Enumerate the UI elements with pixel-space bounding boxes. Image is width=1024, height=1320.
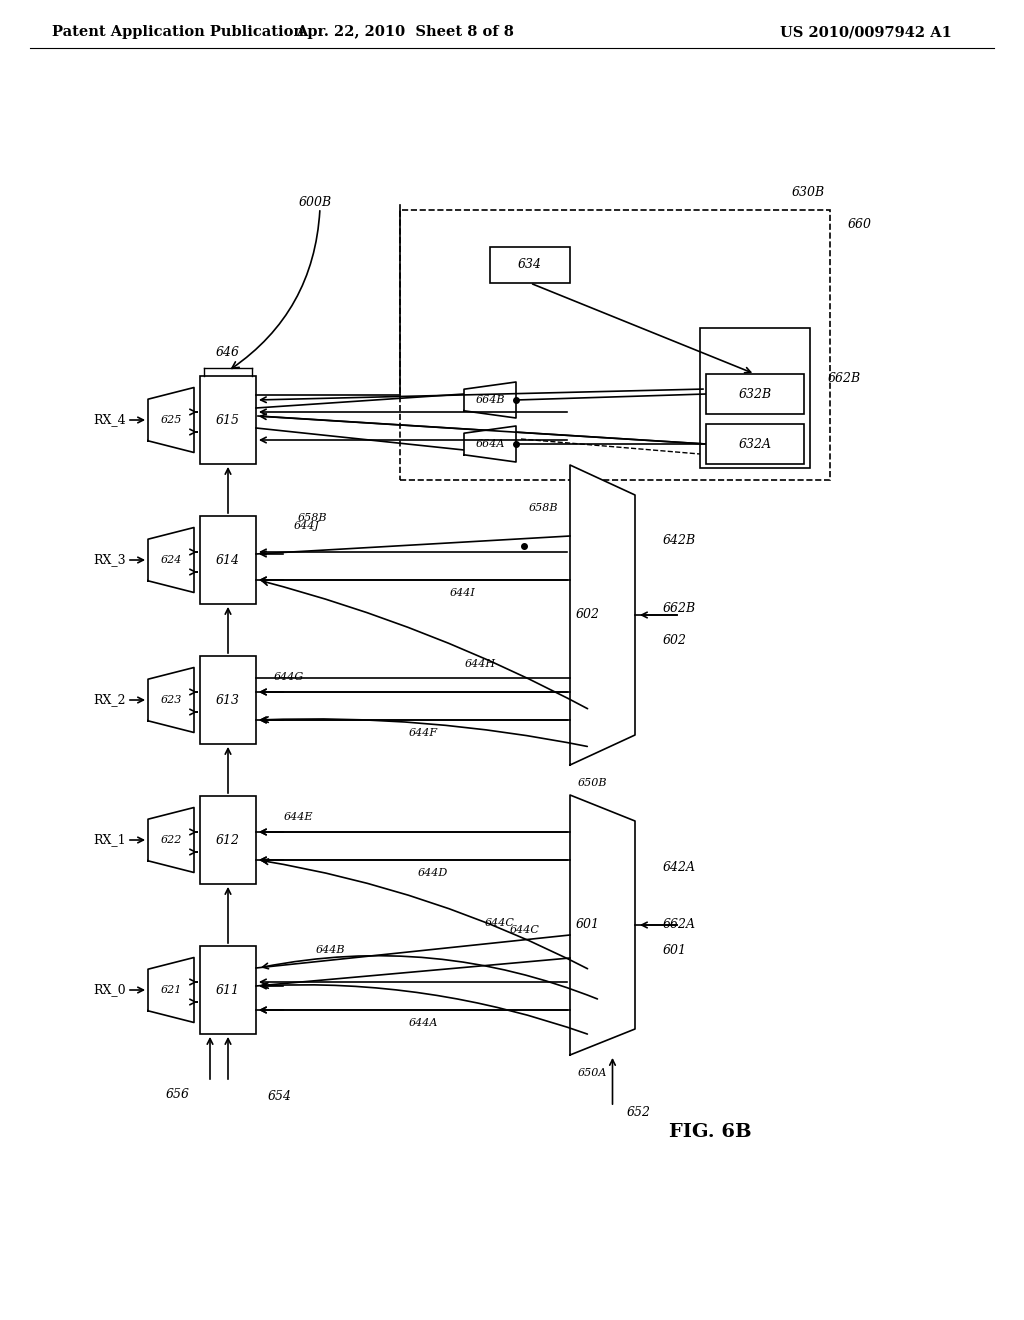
Bar xyxy=(706,374,804,414)
Text: 632A: 632A xyxy=(738,437,771,450)
Text: 634: 634 xyxy=(518,259,542,272)
Text: 652: 652 xyxy=(627,1106,650,1119)
Text: 660: 660 xyxy=(848,218,872,231)
FancyArrowPatch shape xyxy=(262,956,597,999)
Text: US 2010/0097942 A1: US 2010/0097942 A1 xyxy=(780,25,952,40)
Text: 611: 611 xyxy=(216,983,240,997)
Text: 662B: 662B xyxy=(828,371,861,384)
Text: 600B: 600B xyxy=(298,195,332,209)
Text: 613: 613 xyxy=(216,693,240,706)
Text: 630B: 630B xyxy=(792,186,825,198)
Text: 612: 612 xyxy=(216,833,240,846)
FancyArrowPatch shape xyxy=(262,982,588,1034)
Text: 664A: 664A xyxy=(475,440,505,449)
Polygon shape xyxy=(464,381,516,418)
Polygon shape xyxy=(148,668,194,733)
FancyArrowPatch shape xyxy=(231,211,319,368)
Text: 621: 621 xyxy=(161,985,181,995)
Text: 623: 623 xyxy=(161,696,181,705)
Polygon shape xyxy=(148,528,194,593)
Text: 602: 602 xyxy=(575,609,600,622)
Text: 644D: 644D xyxy=(418,869,449,878)
Text: 650A: 650A xyxy=(578,1068,606,1078)
Text: 656: 656 xyxy=(166,1088,190,1101)
Text: 601: 601 xyxy=(663,944,687,957)
FancyArrowPatch shape xyxy=(262,859,588,969)
Bar xyxy=(400,210,830,480)
Text: Patent Application Publication: Patent Application Publication xyxy=(52,25,304,40)
Bar xyxy=(200,946,256,1034)
Bar xyxy=(200,516,256,605)
Text: 658B: 658B xyxy=(528,503,558,513)
Bar xyxy=(706,424,804,465)
Polygon shape xyxy=(464,426,516,462)
FancyArrowPatch shape xyxy=(262,579,588,709)
Text: 622: 622 xyxy=(161,836,181,845)
Text: 601: 601 xyxy=(575,919,600,932)
Bar xyxy=(700,327,810,469)
Text: 644C: 644C xyxy=(510,925,540,935)
Text: RX_1: RX_1 xyxy=(93,833,126,846)
Text: FIG. 6B: FIG. 6B xyxy=(669,1123,752,1140)
Text: 654: 654 xyxy=(268,1089,292,1102)
Text: 662A: 662A xyxy=(663,919,696,932)
Polygon shape xyxy=(148,957,194,1023)
Text: 644E: 644E xyxy=(284,812,313,822)
Text: RX_3: RX_3 xyxy=(93,553,126,566)
Text: 644I: 644I xyxy=(451,587,476,598)
Text: 642B: 642B xyxy=(663,533,696,546)
Text: 624: 624 xyxy=(161,554,181,565)
Text: 615: 615 xyxy=(216,413,240,426)
Text: 662B: 662B xyxy=(663,602,696,615)
Text: 644B: 644B xyxy=(316,945,345,954)
Text: Apr. 22, 2010  Sheet 8 of 8: Apr. 22, 2010 Sheet 8 of 8 xyxy=(296,25,514,40)
Text: 602: 602 xyxy=(663,634,687,647)
Text: 644H: 644H xyxy=(465,659,496,669)
Bar xyxy=(200,796,256,884)
Text: 644G: 644G xyxy=(274,672,304,682)
Polygon shape xyxy=(570,465,635,766)
Text: 614: 614 xyxy=(216,553,240,566)
Text: RX_4: RX_4 xyxy=(93,413,126,426)
Text: 644J: 644J xyxy=(294,521,319,531)
Text: 642A: 642A xyxy=(663,862,696,874)
FancyArrowPatch shape xyxy=(262,717,588,746)
Bar xyxy=(490,247,570,282)
Bar xyxy=(200,656,256,744)
Text: 650B: 650B xyxy=(578,777,607,788)
Text: 646: 646 xyxy=(216,346,240,359)
Text: 632B: 632B xyxy=(738,388,771,400)
Text: 658B: 658B xyxy=(298,513,328,523)
Text: 625: 625 xyxy=(161,414,181,425)
Polygon shape xyxy=(148,388,194,453)
Text: RX_2: RX_2 xyxy=(93,693,126,706)
Polygon shape xyxy=(148,808,194,873)
Text: 664B: 664B xyxy=(475,395,505,405)
Text: 644F: 644F xyxy=(409,729,437,738)
Text: RX_0: RX_0 xyxy=(93,983,126,997)
Bar xyxy=(200,376,256,465)
Polygon shape xyxy=(570,795,635,1055)
Text: 644C: 644C xyxy=(485,917,515,928)
Text: 644A: 644A xyxy=(409,1018,437,1028)
